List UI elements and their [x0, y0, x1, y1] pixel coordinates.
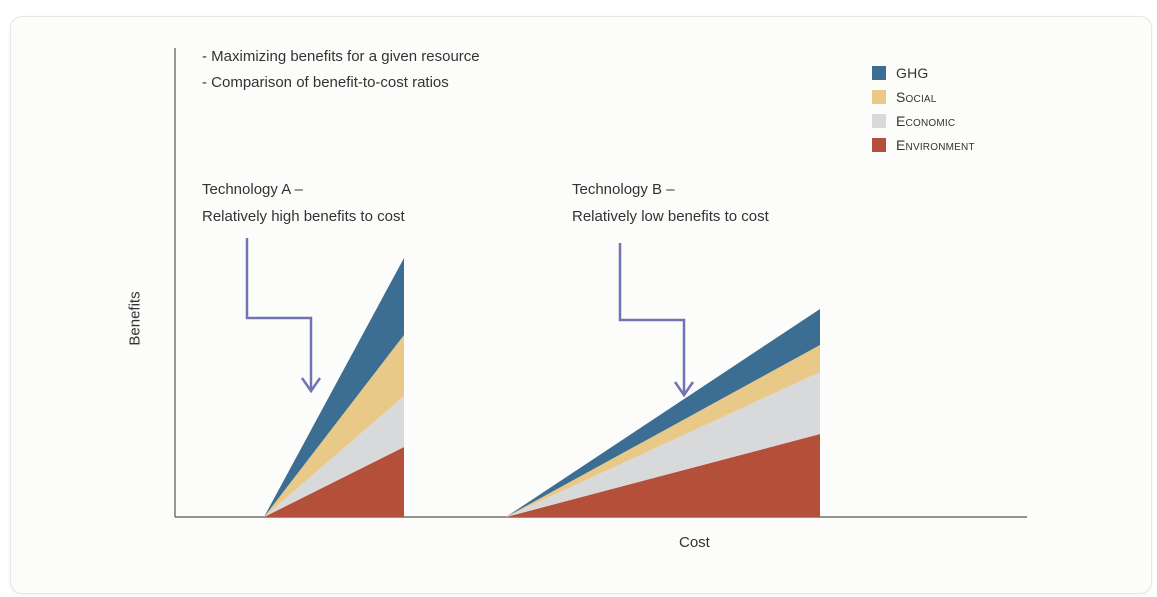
legend-label-ghg: GHG — [896, 65, 929, 81]
y-axis-label: Benefits — [126, 291, 144, 346]
technology-a-ghg-band — [264, 258, 404, 517]
legend-swatch-ghg — [872, 66, 886, 80]
legend-label-economic: Economic — [896, 113, 956, 129]
technology-a-label: Technology A – Relatively high benefits … — [202, 176, 405, 230]
legend-item-economic: Economic — [872, 109, 975, 133]
technology-a-title: Technology A – — [202, 181, 303, 198]
legend-label-social: Social — [896, 89, 937, 105]
legend: GHG Social Economic Environment — [872, 61, 975, 157]
technology-b-label: Technology B – Relatively low benefits t… — [572, 176, 769, 230]
legend-item-environment: Environment — [872, 133, 975, 157]
legend-item-social: Social — [872, 85, 975, 109]
legend-swatch-economic — [872, 114, 886, 128]
technology-b-wedge — [506, 309, 820, 517]
technology-a-description: Relatively high benefits to cost — [202, 208, 405, 225]
legend-label-environment: Environment — [896, 137, 975, 153]
legend-swatch-social — [872, 90, 886, 104]
note-line-1: - Maximizing benefits for a given resour… — [202, 48, 480, 65]
legend-swatch-environment — [872, 138, 886, 152]
technology-a-wedge — [264, 258, 404, 517]
technology-a-arrow — [245, 238, 322, 394]
note-line-2: - Comparison of benefit-to-cost ratios — [202, 74, 449, 91]
technology-b-ghg-band — [506, 309, 820, 517]
x-axis-label: Cost — [679, 534, 710, 551]
legend-item-ghg: GHG — [872, 61, 975, 85]
technology-b-arrow — [618, 243, 695, 398]
technology-b-title: Technology B – — [572, 181, 675, 198]
technology-b-description: Relatively low benefits to cost — [572, 208, 769, 225]
